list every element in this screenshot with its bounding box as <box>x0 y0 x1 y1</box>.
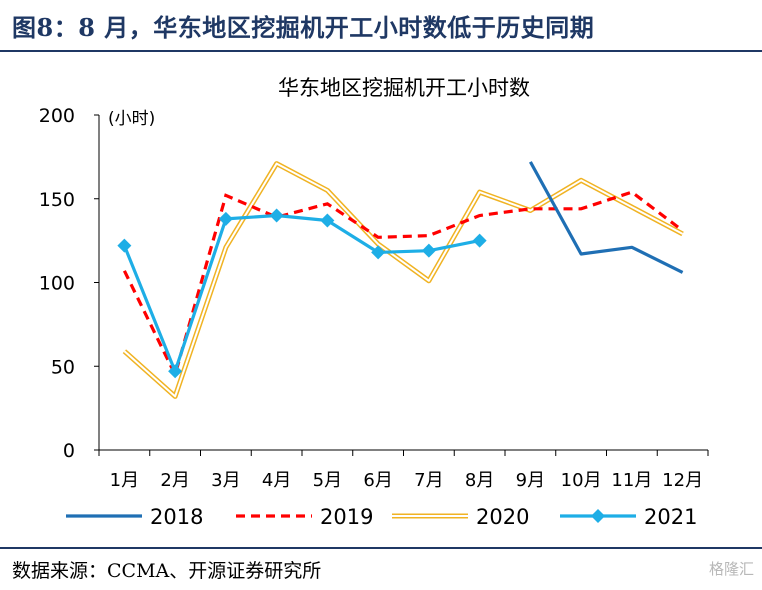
data-point-marker <box>218 211 233 226</box>
legend-item-2019: 2019 <box>236 505 373 529</box>
x-tick-label: 5月 <box>313 470 342 491</box>
legend-item-2020: 2020 <box>392 505 529 529</box>
x-tick-label: 9月 <box>516 470 545 491</box>
x-tick-label: 11月 <box>611 470 652 491</box>
legend-item-2021: 2021 <box>560 505 697 529</box>
x-tick-label: 8月 <box>465 470 494 491</box>
series-2018 <box>528 161 684 274</box>
series-layer <box>117 161 684 399</box>
x-tick-label: 2月 <box>160 470 189 491</box>
legend-label: 2021 <box>644 505 697 529</box>
watermark: 格隆汇 <box>708 560 754 578</box>
axes: 0 50 100 150 200 1月 2月 3月 4月 5月 6月 7月 8月 9月 10月 11月 12月 <box>39 105 709 491</box>
x-tick-label: 7月 <box>414 470 443 491</box>
header-rule <box>0 50 762 52</box>
legend-label: 2019 <box>320 505 373 529</box>
y-tick-label: 150 <box>39 189 75 211</box>
series-2019 <box>122 190 684 380</box>
legend-label: 2018 <box>150 505 203 529</box>
data-point-marker <box>472 233 487 248</box>
series-2020 <box>122 161 684 399</box>
figure-title: 图8：8 月，华东地区挖掘机开工小时数低于历史同期 <box>12 13 595 42</box>
data-point-marker <box>269 208 284 223</box>
series-line-outer <box>122 161 684 399</box>
x-tick-label: 10月 <box>561 470 602 491</box>
legend-marker <box>591 509 605 523</box>
y-tick-label: 50 <box>51 356 75 378</box>
series-line-inner <box>123 162 684 398</box>
y-tick-label: 0 <box>63 440 75 462</box>
x-tick-label: 6月 <box>363 470 392 491</box>
data-point-marker <box>320 213 335 228</box>
y-tick-label: 200 <box>39 105 75 127</box>
x-tick-label: 4月 <box>262 470 291 491</box>
legend-label: 2020 <box>476 505 529 529</box>
data-point-marker <box>168 364 183 379</box>
series-line <box>122 190 684 380</box>
legend: 2018 2019 2020 2021 <box>66 505 697 529</box>
legend-item-2018: 2018 <box>66 505 203 529</box>
data-point-marker <box>117 238 132 253</box>
data-point-marker <box>421 243 436 258</box>
x-tick-label: 1月 <box>110 470 139 491</box>
x-tick-label: 12月 <box>662 470 703 491</box>
series-line <box>122 213 480 373</box>
footer-rule <box>0 547 762 549</box>
chart-title: 华东地区挖掘机开工小时数 <box>278 76 530 100</box>
y-axis-label: (小时) <box>108 109 155 129</box>
x-tick-label: 3月 <box>211 470 240 491</box>
y-tick-label: 100 <box>39 273 75 295</box>
data-point-marker <box>371 245 386 260</box>
series-line <box>528 161 684 274</box>
source-note: 数据来源：CCMA、开源证券研究所 <box>12 560 322 582</box>
series-2021 <box>117 208 487 379</box>
